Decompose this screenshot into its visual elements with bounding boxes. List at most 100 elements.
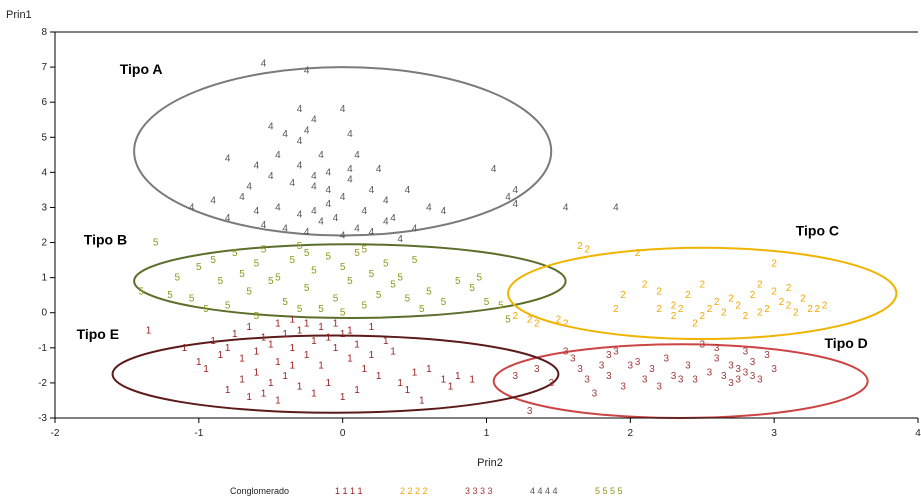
point-cluster-2: 2 xyxy=(656,304,662,315)
y-tick-label: -1 xyxy=(38,343,47,354)
point-cluster-5: 5 xyxy=(383,259,389,270)
point-cluster-1: 1 xyxy=(311,388,317,399)
point-cluster-4: 4 xyxy=(326,199,332,210)
y-tick-label: 2 xyxy=(41,238,47,249)
point-cluster-4: 4 xyxy=(318,150,324,161)
point-cluster-4: 4 xyxy=(254,206,260,217)
point-cluster-3: 3 xyxy=(592,388,598,399)
point-cluster-2: 2 xyxy=(714,297,720,308)
point-cluster-1: 1 xyxy=(304,350,310,361)
point-cluster-2: 2 xyxy=(556,315,562,326)
point-cluster-2: 2 xyxy=(678,304,684,315)
y-axis-label: Prin1 xyxy=(6,9,32,21)
point-cluster-3: 3 xyxy=(671,371,677,382)
point-cluster-1: 1 xyxy=(268,339,274,350)
point-cluster-4: 4 xyxy=(505,192,511,203)
ellipse-tipo-e xyxy=(111,334,560,414)
point-cluster-2: 2 xyxy=(635,248,641,259)
point-cluster-4: 4 xyxy=(405,185,411,196)
legend-entry-2: 2 2 2 2 xyxy=(400,486,428,496)
point-cluster-1: 1 xyxy=(246,392,252,403)
point-cluster-5: 5 xyxy=(498,301,504,312)
point-cluster-3: 3 xyxy=(728,378,734,389)
point-cluster-5: 5 xyxy=(419,304,425,315)
point-cluster-1: 1 xyxy=(261,388,267,399)
point-cluster-3: 3 xyxy=(714,353,720,364)
point-cluster-3: 3 xyxy=(743,346,749,357)
point-cluster-2: 2 xyxy=(584,245,590,256)
point-cluster-1: 1 xyxy=(246,322,252,333)
point-cluster-1: 1 xyxy=(383,336,389,347)
point-cluster-5: 5 xyxy=(469,283,475,294)
point-cluster-2: 2 xyxy=(642,280,648,291)
x-tick-label: 4 xyxy=(915,428,921,439)
point-cluster-4: 4 xyxy=(311,171,317,182)
point-cluster-1: 1 xyxy=(326,332,332,343)
point-cluster-5: 5 xyxy=(354,248,360,259)
point-cluster-3: 3 xyxy=(584,374,590,385)
y-tick-label: 8 xyxy=(41,27,47,38)
point-cluster-3: 3 xyxy=(764,350,770,361)
point-cluster-4: 4 xyxy=(390,213,396,224)
point-cluster-5: 5 xyxy=(455,276,461,287)
point-cluster-2: 2 xyxy=(800,294,806,305)
point-cluster-3: 3 xyxy=(685,360,691,371)
point-cluster-2: 2 xyxy=(807,304,813,315)
point-cluster-4: 4 xyxy=(275,150,281,161)
point-cluster-5: 5 xyxy=(347,276,353,287)
point-cluster-3: 3 xyxy=(735,374,741,385)
point-cluster-4: 4 xyxy=(369,227,375,238)
point-cluster-4: 4 xyxy=(340,192,346,203)
point-cluster-5: 5 xyxy=(376,290,382,301)
point-cluster-2: 2 xyxy=(721,308,727,319)
point-cluster-4: 4 xyxy=(361,206,367,217)
point-cluster-3: 3 xyxy=(699,339,705,350)
point-cluster-5: 5 xyxy=(326,252,332,263)
point-cluster-4: 4 xyxy=(282,129,288,140)
point-cluster-3: 3 xyxy=(664,353,670,364)
point-cluster-4: 4 xyxy=(347,174,353,185)
point-cluster-4: 4 xyxy=(297,104,303,115)
point-cluster-4: 4 xyxy=(369,185,375,196)
point-cluster-3: 3 xyxy=(527,406,533,417)
point-cluster-1: 1 xyxy=(333,318,339,329)
point-cluster-4: 4 xyxy=(347,129,353,140)
point-cluster-4: 4 xyxy=(304,125,310,136)
point-cluster-4: 4 xyxy=(340,104,346,115)
point-cluster-1: 1 xyxy=(275,357,281,368)
point-cluster-3: 3 xyxy=(735,364,741,375)
point-cluster-2: 2 xyxy=(743,311,749,322)
point-cluster-5: 5 xyxy=(340,262,346,273)
point-cluster-1: 1 xyxy=(333,343,339,354)
x-axis-label: Prin2 xyxy=(477,457,503,469)
point-cluster-3: 3 xyxy=(771,364,777,375)
legend-entry-1: 1 1 1 1 xyxy=(335,486,363,496)
point-cluster-4: 4 xyxy=(491,164,497,175)
point-cluster-2: 2 xyxy=(671,311,677,322)
point-cluster-1: 1 xyxy=(182,343,188,354)
point-cluster-3: 3 xyxy=(628,360,634,371)
point-cluster-1: 1 xyxy=(469,374,475,385)
point-cluster-2: 2 xyxy=(728,294,734,305)
point-cluster-4: 4 xyxy=(261,220,267,231)
point-cluster-1: 1 xyxy=(239,374,245,385)
point-cluster-5: 5 xyxy=(361,245,367,256)
point-cluster-4: 4 xyxy=(261,59,267,70)
ellipse-tipo-a xyxy=(133,66,553,237)
point-cluster-5: 5 xyxy=(412,255,418,266)
point-cluster-1: 1 xyxy=(225,385,231,396)
point-cluster-1: 1 xyxy=(441,374,447,385)
point-cluster-5: 5 xyxy=(361,301,367,312)
point-cluster-4: 4 xyxy=(254,160,260,171)
point-cluster-2: 2 xyxy=(685,290,691,301)
point-cluster-5: 5 xyxy=(282,297,288,308)
point-cluster-4: 4 xyxy=(441,206,447,217)
point-cluster-3: 3 xyxy=(599,360,605,371)
point-cluster-5: 5 xyxy=(254,259,260,270)
label-tipo-d: Tipo D xyxy=(825,335,868,351)
point-cluster-1: 1 xyxy=(203,364,209,375)
point-cluster-1: 1 xyxy=(275,395,281,406)
y-tick-label: -2 xyxy=(38,378,47,389)
point-cluster-1: 1 xyxy=(290,360,296,371)
point-cluster-1: 1 xyxy=(340,392,346,403)
